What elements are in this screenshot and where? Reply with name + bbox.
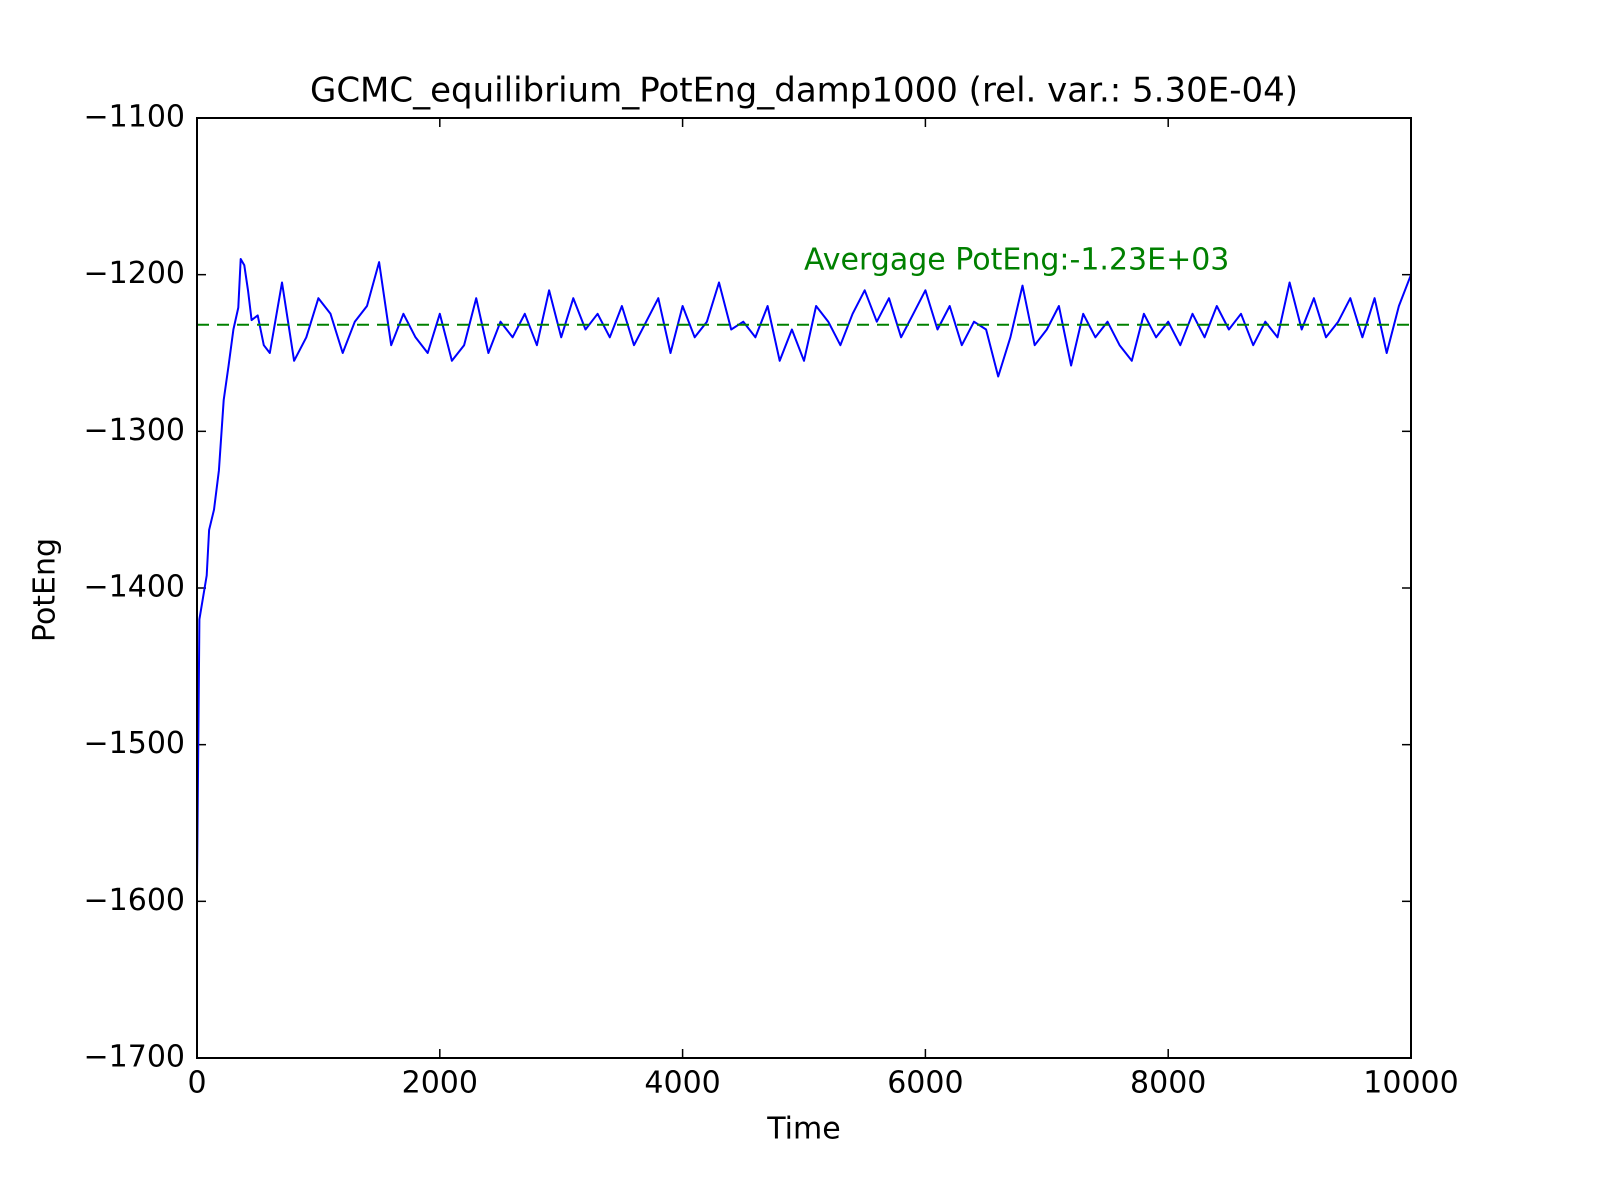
chart-title: GCMC_equilibrium_PotEng_damp1000 (rel. v…	[310, 71, 1298, 111]
y-tick-label: −1200	[84, 256, 185, 291]
x-tick-label: 10000	[1363, 1066, 1458, 1101]
y-tick-label: −1500	[84, 726, 185, 761]
x-tick-label: 0	[187, 1066, 206, 1101]
x-tick-label: 8000	[1130, 1066, 1206, 1101]
y-tick-label: −1600	[84, 883, 185, 918]
average-label: Avergage PotEng:-1.23E+03	[804, 242, 1229, 277]
x-tick-label: 6000	[887, 1066, 963, 1101]
x-tick-label: 2000	[402, 1066, 478, 1101]
x-tick-label: 4000	[644, 1066, 720, 1101]
y-tick-label: −1300	[84, 413, 185, 448]
plot-frame	[196, 117, 1412, 1059]
y-tick-label: −1400	[84, 570, 185, 605]
y-tick-label: −1100	[84, 100, 185, 135]
y-axis-label: PotEng	[28, 538, 63, 642]
y-tick-label: −1700	[84, 1040, 185, 1075]
x-axis-label: Time	[766, 1112, 840, 1147]
